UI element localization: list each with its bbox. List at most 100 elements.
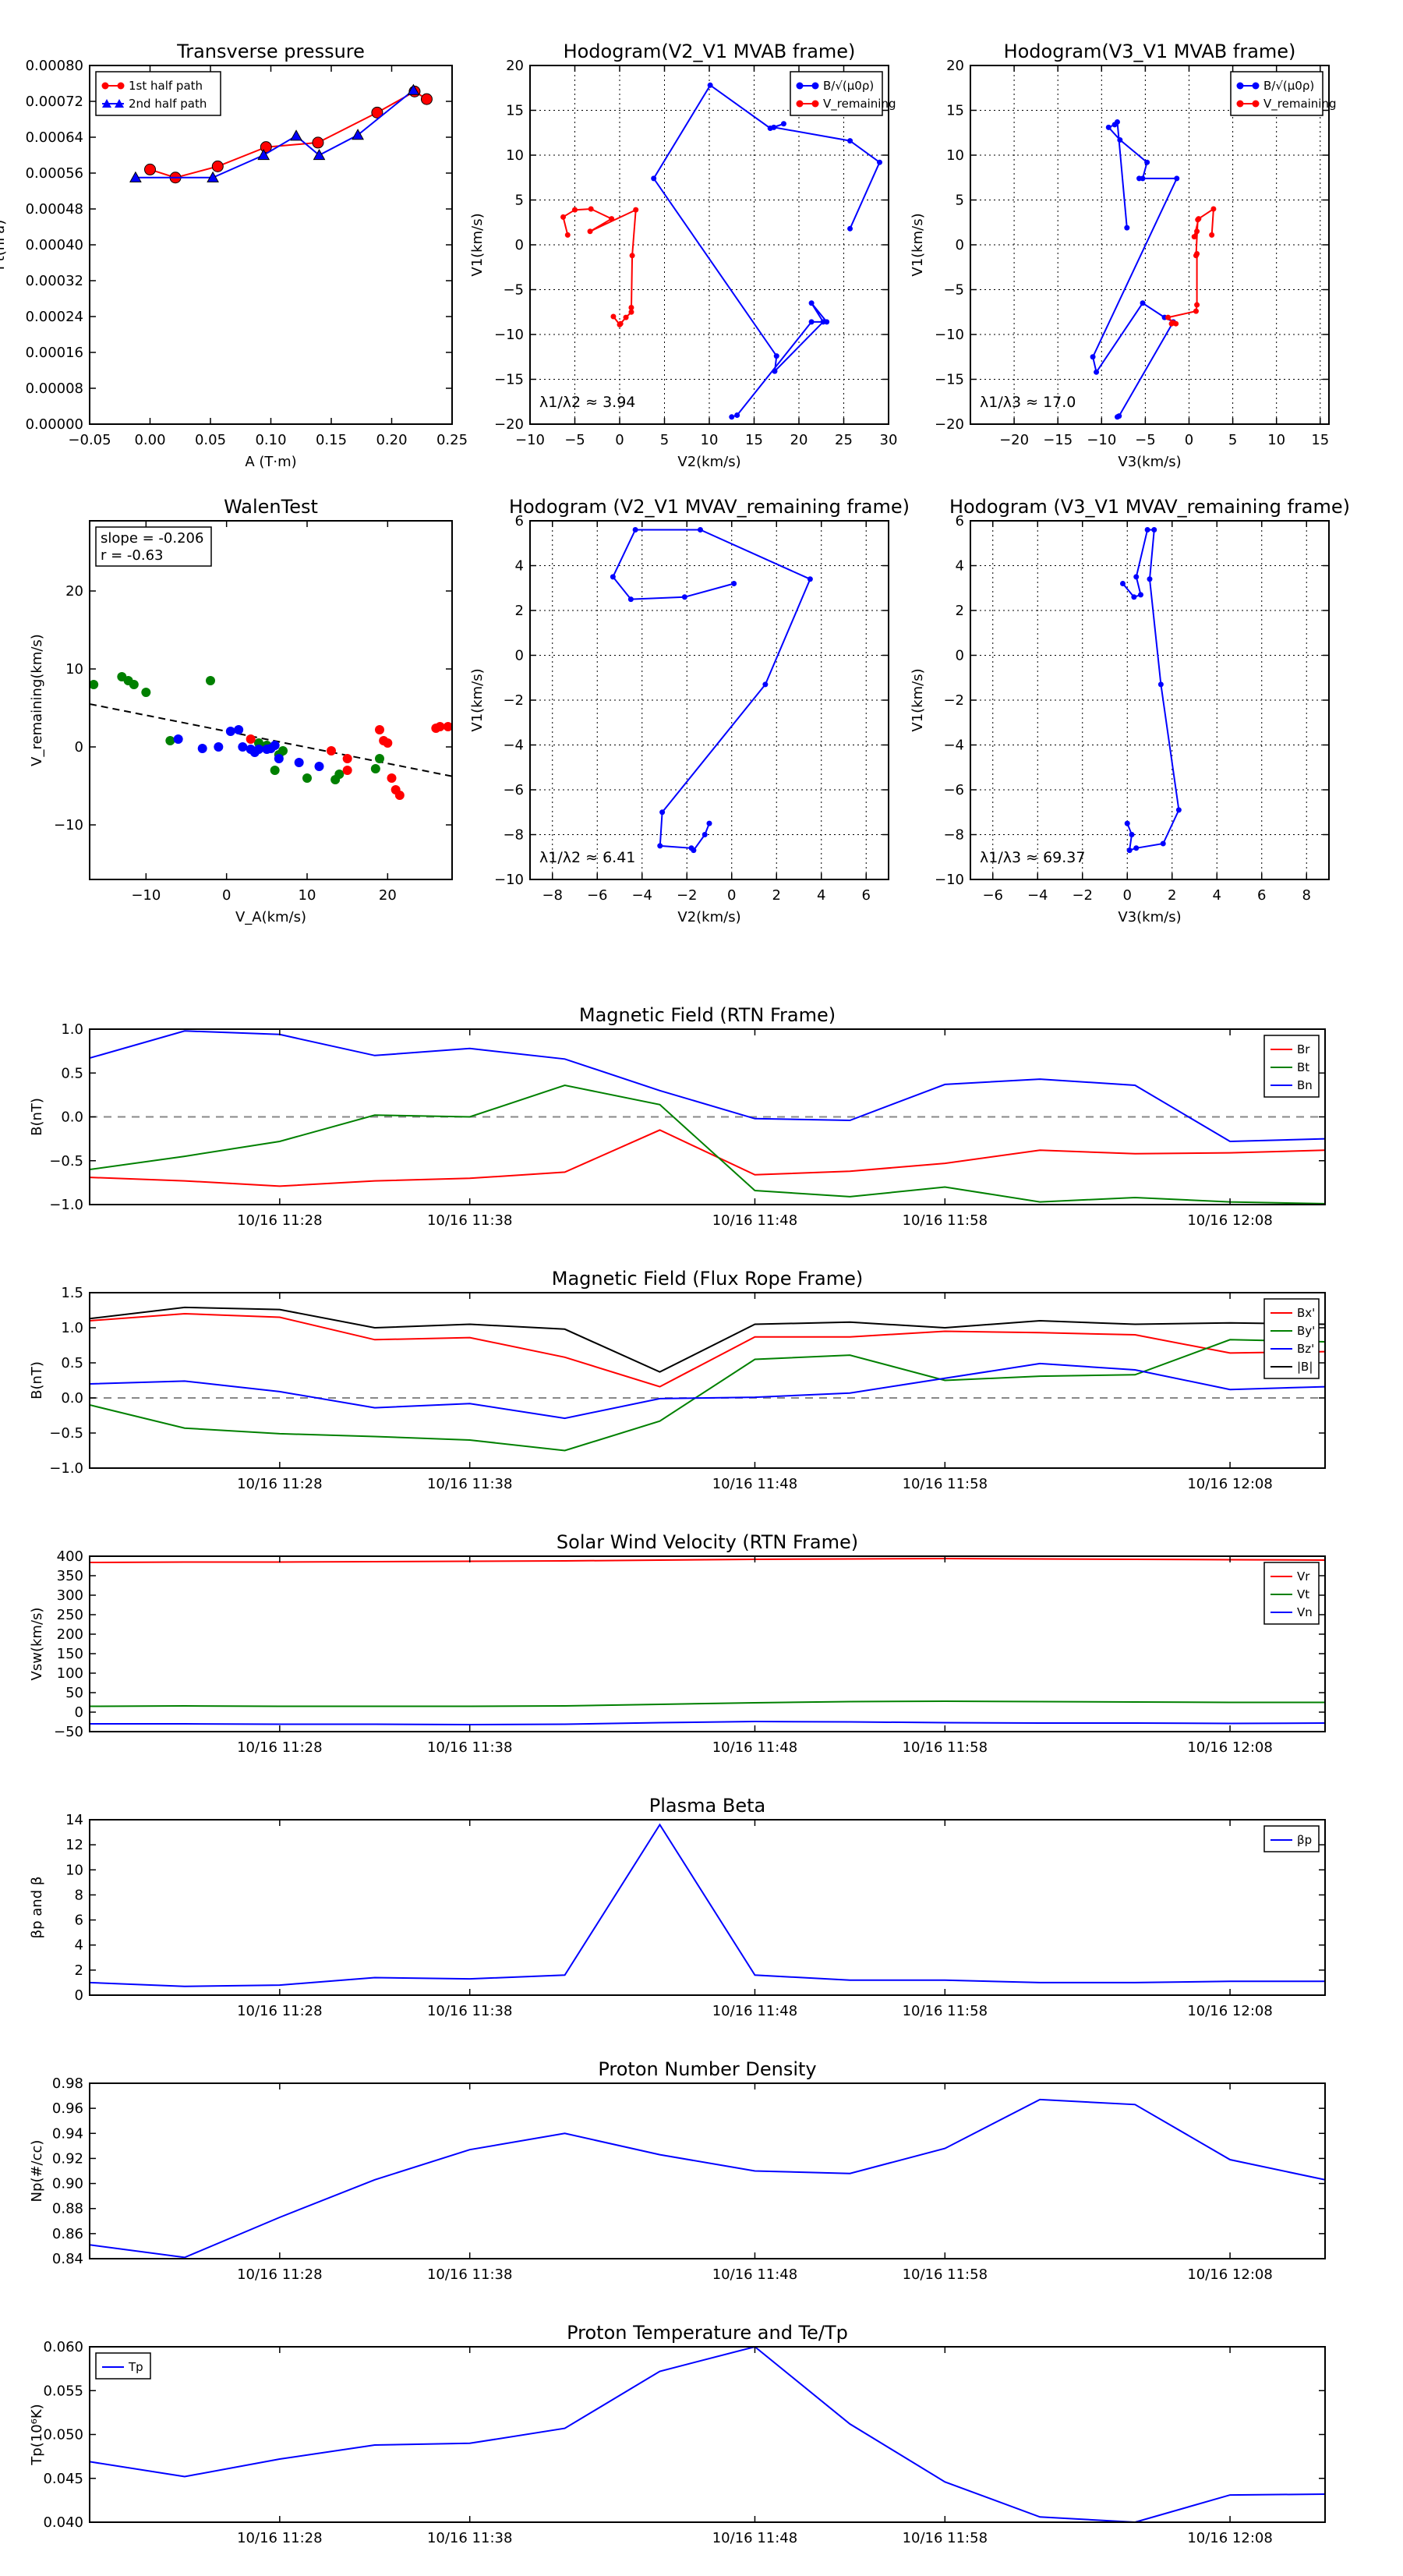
x-tick-label: 10/16 11:38 <box>427 1476 512 1492</box>
y-tick-label: −1.0 <box>49 1197 83 1213</box>
series-s0 <box>90 672 384 784</box>
data-point <box>633 207 639 213</box>
x-tick-label: 0 <box>1123 887 1132 904</box>
y-tick-label: 0.5 <box>61 1355 83 1371</box>
chart-plasma-beta: Plasma Beta 10/16 11:28 10/16 11:38 10/16 1… <box>29 1795 1326 2019</box>
data-point <box>246 734 256 744</box>
y-tick-label: 2 <box>75 1962 83 1979</box>
data-point <box>1111 122 1118 128</box>
data-point <box>90 680 99 689</box>
data-point <box>808 300 815 306</box>
data-point <box>627 596 634 603</box>
series-line <box>90 1339 1325 1452</box>
stats-line: r = -0.63 <box>101 547 164 564</box>
series-s1 <box>246 722 452 800</box>
data-point <box>588 206 594 212</box>
chart-title: Proton Temperature and Te/Tp <box>567 2322 848 2344</box>
x-tick-label: −6 <box>587 887 608 904</box>
series-line <box>90 1084 1325 1205</box>
chart-title: Magnetic Field (Flux Rope Frame) <box>552 1268 863 1290</box>
data-point <box>780 121 786 127</box>
data-point <box>1160 840 1166 847</box>
x-tick-label: 30 <box>880 432 898 448</box>
data-point <box>1194 302 1200 308</box>
x-tick-label: 0.20 <box>376 432 407 448</box>
x-tick-label: 10 <box>701 432 719 448</box>
legend-marker <box>1236 100 1244 108</box>
data-point <box>144 163 156 175</box>
data-point <box>1094 369 1100 375</box>
data-point <box>767 126 773 131</box>
stats-line: slope = -0.206 <box>101 530 203 547</box>
x-tick-label: 10 <box>1267 432 1285 448</box>
chart-title: Hodogram (V2_V1 MVAV_remaining frame) <box>509 496 910 518</box>
y-tick-label: 0.045 <box>43 2471 83 2487</box>
x-tick-label: 10/16 12:08 <box>1187 1739 1272 1756</box>
x-tick-label: 10/16 11:58 <box>903 1476 988 1492</box>
x-tick-label: 5 <box>660 432 669 448</box>
x-tick-label: 10/16 11:48 <box>712 2530 797 2546</box>
series-s0 <box>1120 527 1182 854</box>
x-tick-label: 10/16 11:58 <box>903 2266 988 2283</box>
data-point <box>729 414 735 420</box>
data-point <box>1195 217 1201 223</box>
y-tick-label: 5 <box>956 193 964 209</box>
data-point <box>706 820 712 826</box>
y-tick-label: 250 <box>57 1607 83 1623</box>
x-tick-label: 10/16 12:08 <box>1187 2530 1272 2546</box>
data-point <box>257 148 270 161</box>
series-Bn <box>90 1030 1325 1143</box>
legend-label: 1st half path <box>129 79 203 93</box>
legend: B/√(μ0ρ) V_remaining <box>1230 71 1337 116</box>
chart-walen-test: WalenTest −10 0 10 20 −10 0 10 20 V_A(km/s) V_rema… <box>29 496 453 925</box>
series-V_remaining <box>560 206 639 327</box>
data-point <box>632 527 638 533</box>
data-point <box>165 736 175 745</box>
x-tick-label: 10/16 11:58 <box>903 1739 988 1756</box>
y-tick-label: −4 <box>943 738 964 754</box>
data-point <box>1174 175 1180 182</box>
data-point <box>1124 820 1130 826</box>
y-axis-label: B(nT) <box>29 1361 45 1399</box>
x-tick-label: 10/16 11:28 <box>237 1212 322 1229</box>
series-By' <box>90 1339 1325 1452</box>
data-point <box>1133 574 1140 580</box>
y-tick-label: 0.050 <box>43 2427 83 2443</box>
y-axis-label: βp and β <box>29 1877 45 1939</box>
data-point <box>129 680 139 689</box>
x-tick-label: 10/16 11:38 <box>427 2530 512 2546</box>
y-tick-label: 20 <box>65 583 83 600</box>
data-point <box>1136 175 1143 182</box>
legend: Br Bt Bn <box>1263 1035 1320 1098</box>
x-tick-label: 4 <box>1213 887 1221 904</box>
data-point <box>314 762 324 771</box>
data-point <box>370 764 380 773</box>
y-tick-label: −6 <box>943 782 964 798</box>
y-axis-label: Tp(10⁶K) <box>29 2404 45 2465</box>
y-tick-label: 15 <box>506 103 524 119</box>
x-tick-label: −10 <box>515 432 545 448</box>
y-tick-label: 1.0 <box>61 1021 83 1038</box>
data-point <box>383 738 393 748</box>
data-point <box>628 309 634 315</box>
y-tick-label: 2 <box>515 603 524 619</box>
x-tick-label: −6 <box>982 887 1003 904</box>
data-point <box>435 722 445 731</box>
series-line <box>90 1557 1325 1563</box>
plot-frame <box>89 2082 1326 2259</box>
data-point <box>610 574 616 580</box>
legend-label: Vt <box>1297 1587 1309 1601</box>
data-point <box>560 214 567 220</box>
y-tick-label: 0.94 <box>52 2125 83 2142</box>
x-tick-label: 10/16 12:08 <box>1187 2003 1272 2019</box>
fit-line <box>90 702 452 777</box>
y-tick-label: 0.0 <box>61 1390 83 1407</box>
legend-label: V_remaining <box>1263 97 1337 111</box>
y-tick-label: 4 <box>515 558 524 575</box>
y-tick-label: 0.00024 <box>26 309 83 325</box>
data-point <box>375 754 384 763</box>
chart-hodogram-v2-v1-mvab: Hodogram(V2_V1 MVAB frame) −10 −5 0 5 10 15 20 2… <box>469 41 897 470</box>
legend-label: By' <box>1297 1324 1315 1338</box>
y-tick-label: 0.00072 <box>26 94 83 110</box>
x-tick-label: 10/16 11:48 <box>712 2266 797 2283</box>
